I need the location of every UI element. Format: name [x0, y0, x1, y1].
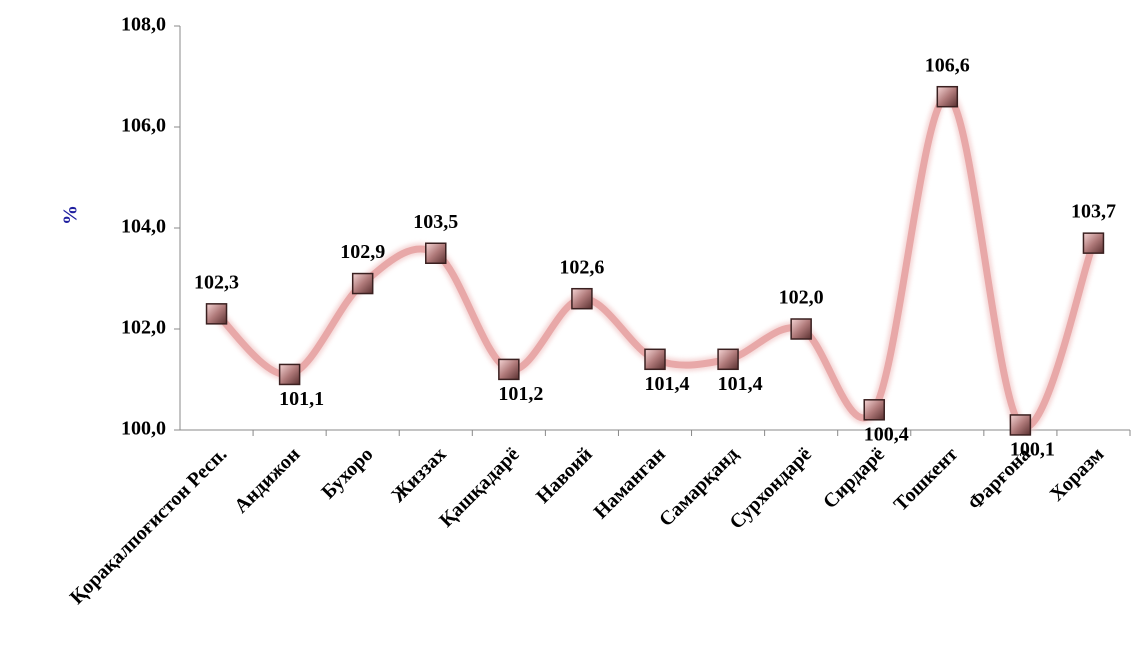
marker [425, 242, 447, 264]
y-tick-label: 108,0 [121, 14, 166, 36]
value-label: 103,7 [1071, 201, 1116, 223]
marker [717, 348, 739, 371]
marker [1009, 414, 1032, 436]
x-tick-label: Навоий [532, 443, 597, 508]
x-tick-label: Сирдарё [819, 443, 889, 513]
value-label: 102,6 [559, 256, 604, 278]
y-tick-label: 102,0 [121, 317, 166, 339]
x-tick-label: Бухоро [317, 443, 377, 503]
value-label: 103,5 [413, 211, 458, 233]
y-tick-label: 106,0 [121, 115, 166, 137]
marker [644, 348, 666, 371]
x-tick-label: Тошкент [890, 443, 963, 516]
value-label: 100,4 [864, 423, 909, 445]
value-label: 101,1 [279, 388, 324, 410]
y-tick-label: 104,0 [121, 216, 166, 238]
marker [936, 85, 959, 108]
marker [1082, 232, 1105, 254]
value-label: 106,6 [925, 54, 970, 76]
x-tick-label: Андижон [230, 443, 304, 517]
x-tick-label: Хоразм [1046, 443, 1108, 505]
value-label: 102,9 [340, 241, 385, 263]
marker [205, 303, 228, 325]
value-label: 101,4 [718, 373, 763, 395]
x-tick-label: Жиззах [387, 443, 450, 506]
value-label: 101,2 [498, 383, 543, 405]
value-label: 101,4 [645, 373, 690, 395]
marker [278, 363, 301, 386]
x-tick-label: Қашқадарё [435, 443, 523, 531]
y-axis-label: % [60, 205, 82, 225]
marker [498, 358, 520, 381]
marker [863, 399, 885, 421]
value-label: 102,3 [194, 271, 239, 293]
y-tick-label: 100,0 [121, 418, 166, 440]
value-label: 102,0 [779, 287, 824, 309]
x-tick-label: Наманган [590, 443, 670, 523]
value-label: 100,1 [1010, 439, 1055, 461]
marker [351, 272, 374, 295]
marker [571, 287, 593, 310]
marker [790, 318, 812, 340]
x-tick-label: Қорақалпоғистон Респ. [66, 443, 232, 609]
